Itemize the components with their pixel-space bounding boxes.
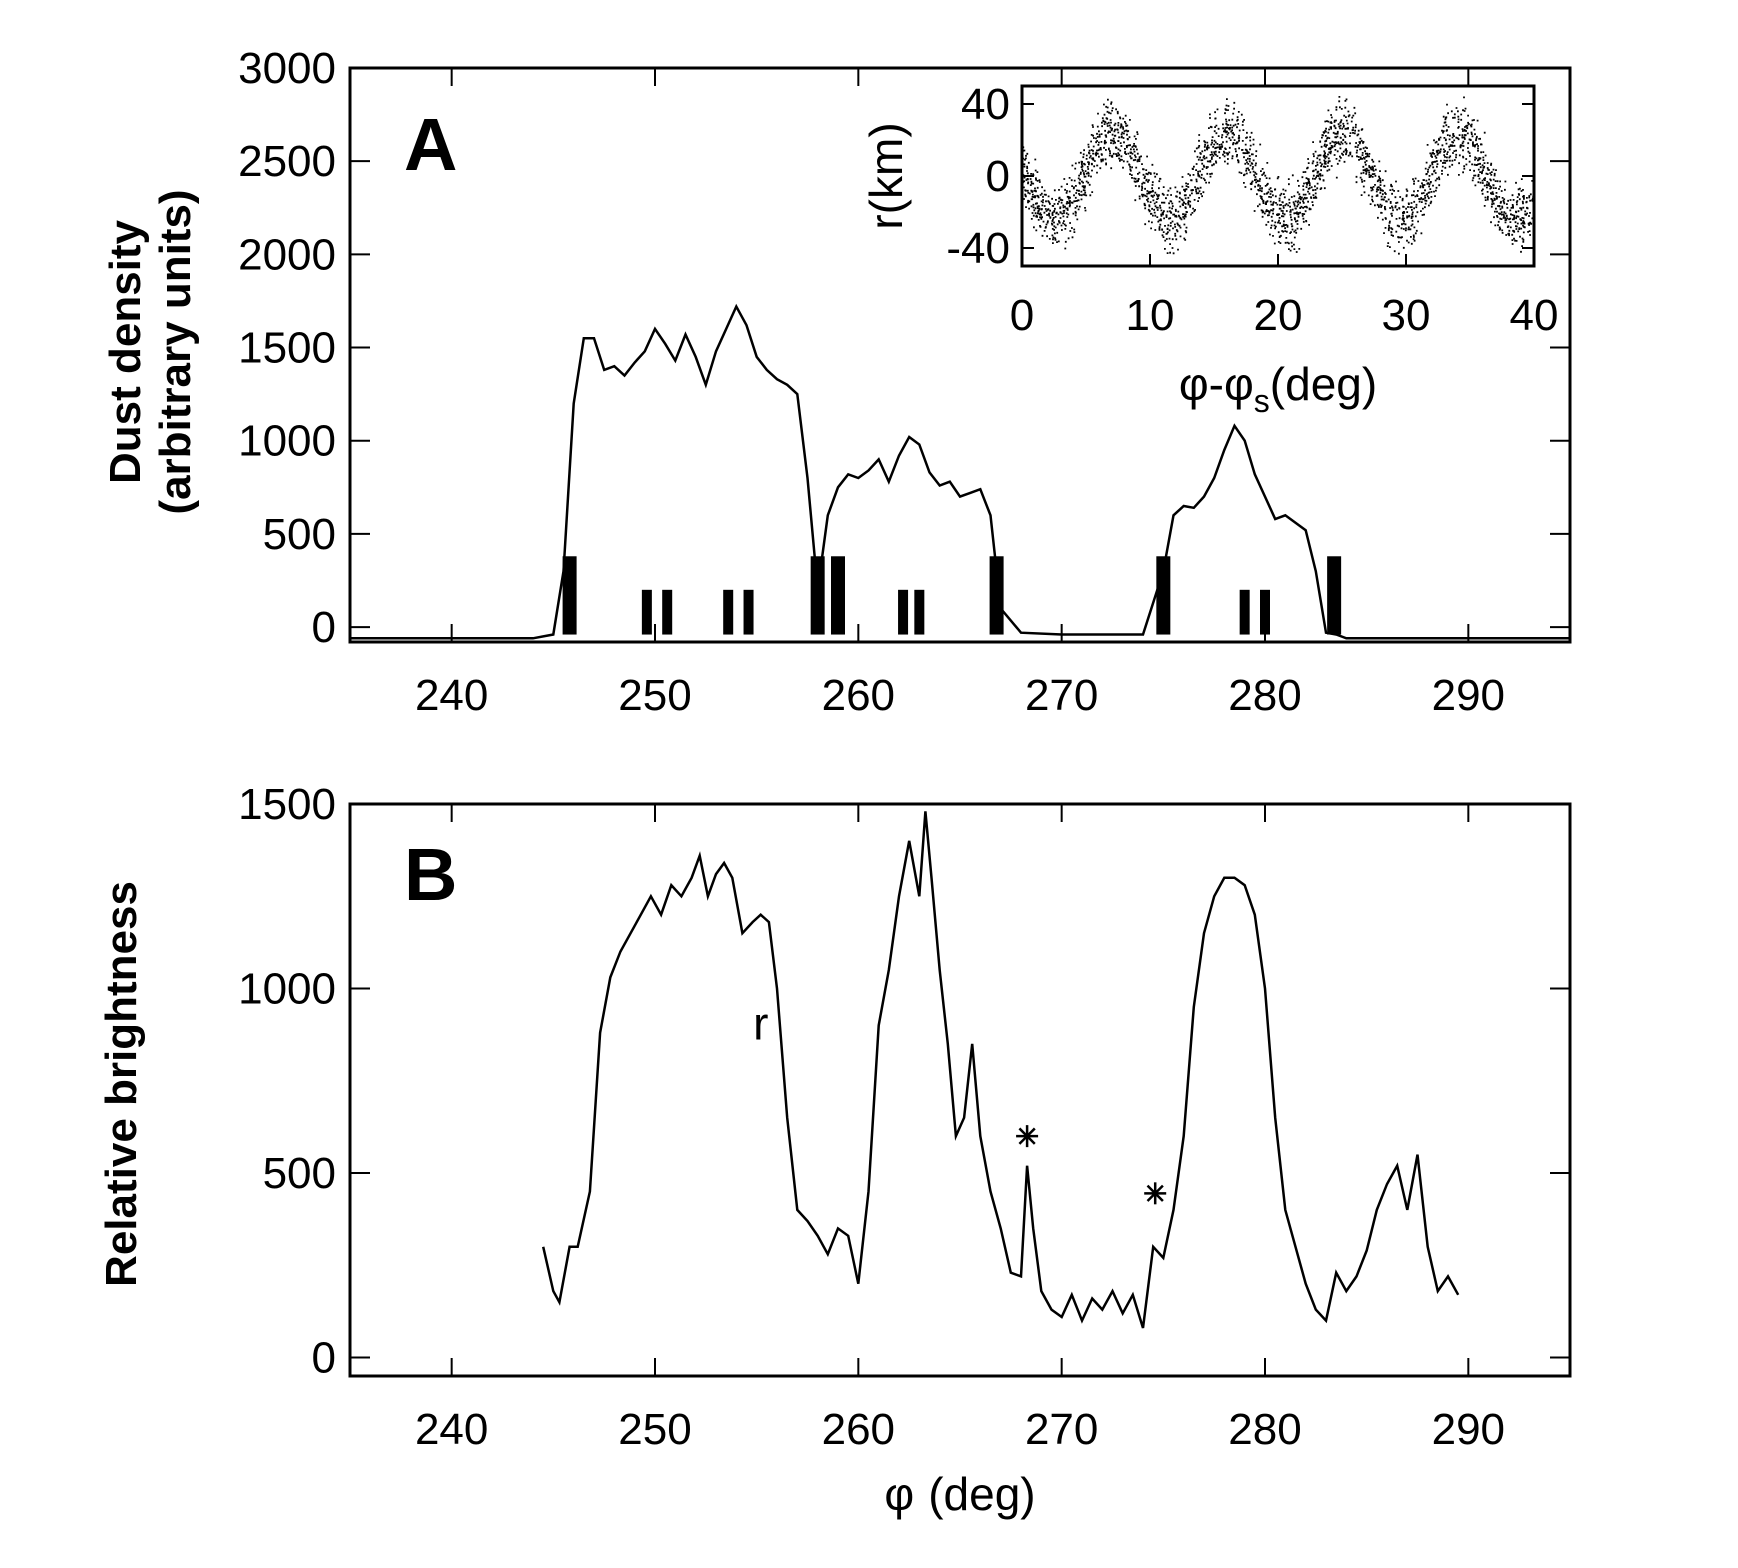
inset-x-label: φ-φs(deg) (1179, 358, 1377, 419)
panel-b-x-tick-label: 270 (1025, 1405, 1098, 1454)
panel-b-r-label: r (753, 998, 768, 1050)
star-stroke (1146, 1184, 1164, 1202)
panel-b-label: B (404, 833, 457, 916)
panel-a-tall-marker (1327, 556, 1342, 635)
panel-a-x-tick-label: 280 (1228, 671, 1301, 720)
panel-a-tall-marker (562, 556, 577, 635)
panel-a-tall-marker (831, 556, 845, 635)
panel-b-y-axis: 0 500 1000 1500 (238, 780, 1570, 1383)
panel-a-y-tick-label: 500 (263, 510, 336, 559)
panel-b-x-label-symbol: φ (884, 1468, 914, 1520)
panel-b-frame (348, 802, 1572, 1378)
inset-y-tick-label: 0 (986, 152, 1010, 201)
panel-b-series-line (541, 811, 1460, 1329)
panel-a-y-label-line2: (arbitrary units) (151, 189, 200, 514)
inset-x-label-sub: s (1254, 383, 1270, 419)
panel-b-star-marker (1144, 1182, 1167, 1205)
panel-b-x-tick-label: 290 (1432, 1405, 1505, 1454)
inset-scatter-dots (1022, 96, 1536, 255)
panel-a-short-marker (1239, 589, 1250, 635)
inset-y-tick-label: -40 (946, 224, 1010, 273)
panel-a-y-tick-label: 2000 (238, 230, 336, 279)
panel-a-label: A (404, 103, 457, 186)
panel-a-x-tick-label: 240 (415, 671, 488, 720)
panel-a-y-tick-label: 1000 (238, 417, 336, 466)
panel-a-y-tick-label: 1500 (238, 324, 336, 373)
panel-a-x-axis: 240 250 260 270 280 290 (415, 68, 1505, 720)
inset-scatter-points (1022, 96, 1536, 255)
panel-b-x-tick-label: 280 (1228, 1405, 1301, 1454)
panel-a-short-marker (662, 589, 673, 635)
panel-b-x-tick-label: 260 (822, 1405, 895, 1454)
inset-y-label: r(km) (860, 122, 912, 229)
panel-a-y-label: Dust density (arbitrary units) (101, 189, 200, 514)
inset-x-label-unit: (deg) (1270, 358, 1377, 410)
panel-a-short-marker (641, 589, 652, 635)
inset-x-tick-label: 30 (1382, 291, 1431, 340)
inset-chart: 400-400 10 20 30 40 r(km) φ-φs(deg) (860, 80, 1558, 419)
panel-b: 0 500 1000 1500 240 250 260 270 280 290 r B Rela… (97, 780, 1572, 1520)
inset-y-tick-label: 40 (961, 80, 1010, 129)
panel-a-short-marker (1260, 589, 1270, 635)
panel-a-frame (348, 66, 1572, 644)
panel-b-x-tick-label: 250 (618, 1405, 691, 1454)
panel-a-x-tick-label: 290 (1432, 671, 1505, 720)
panel-a-y-tick-label: 2500 (238, 137, 336, 186)
panel-a-short-marker (723, 589, 734, 635)
panel-b-x-tick-label: 240 (415, 1405, 488, 1454)
inset-x-tick-label: 0 (1010, 291, 1034, 340)
panel-b-y-label: Relative brightness (97, 881, 146, 1287)
panel-b-y-tick-label: 1000 (238, 965, 336, 1014)
panel-a-tall-marker (810, 556, 825, 635)
panel-a-short-marker (914, 589, 925, 635)
panel-b-star-marker (1016, 1125, 1039, 1148)
panel-a-plot-area (350, 303, 1570, 640)
star-stroke (1018, 1127, 1036, 1145)
panel-b-x-label: φ (deg) (884, 1468, 1035, 1520)
inset-axes: 400-400 10 20 30 40 (946, 80, 1558, 340)
panel-a-y-tick-label: 3000 (238, 44, 336, 93)
inset-x-tick-label: 40 (1510, 291, 1559, 340)
panel-a-short-marker (743, 589, 754, 635)
inset-x-tick-label: 10 (1126, 291, 1175, 340)
panel-a-series-line (350, 303, 1570, 640)
panel-a-short-marker (898, 589, 909, 635)
panel-b-x-label-unit: (deg) (928, 1468, 1035, 1520)
panel-a-tall-marker (1156, 556, 1171, 635)
panel-b-y-tick-label: 500 (263, 1149, 336, 1198)
panel-b-plot-area: r (541, 811, 1460, 1329)
panel-b-y-tick-label: 1500 (238, 780, 336, 829)
inset-x-tick-label: 20 (1254, 291, 1303, 340)
panel-a-y-tick-label: 0 (312, 603, 336, 652)
panel-a-x-tick-label: 270 (1025, 671, 1098, 720)
panel-a-x-tick-label: 250 (618, 671, 691, 720)
panel-b-y-tick-label: 0 (312, 1334, 336, 1383)
inset-x-label-main: φ-φ (1179, 358, 1254, 410)
panel-a-tall-marker (989, 556, 1004, 635)
panel-a-x-tick-label: 260 (822, 671, 895, 720)
panel-b-x-axis: 240 250 260 270 280 290 (415, 804, 1505, 1454)
panel-a-y-label-line1: Dust density (101, 219, 150, 484)
